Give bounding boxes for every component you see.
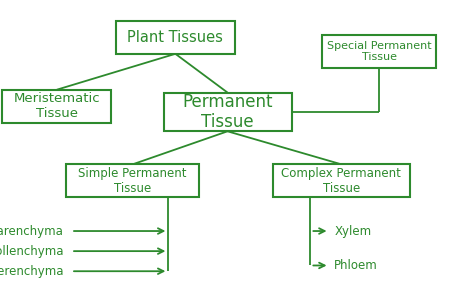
Text: Phloem: Phloem (334, 259, 378, 272)
FancyBboxPatch shape (273, 164, 410, 197)
FancyBboxPatch shape (116, 21, 235, 54)
Text: Collenchyma: Collenchyma (0, 245, 64, 258)
Text: Sclerenchyma: Sclerenchyma (0, 265, 64, 278)
Text: Plant Tissues: Plant Tissues (128, 30, 223, 45)
FancyBboxPatch shape (2, 90, 111, 123)
Text: Meristematic
Tissue: Meristematic Tissue (14, 92, 100, 120)
Text: Complex Permanent
Tissue: Complex Permanent Tissue (282, 167, 401, 195)
Text: Simple Permanent
Tissue: Simple Permanent Tissue (79, 167, 187, 195)
Text: Permanent
Tissue: Permanent Tissue (182, 92, 273, 131)
Text: Xylem: Xylem (334, 224, 371, 238)
Text: Parenchyma: Parenchyma (0, 224, 64, 238)
Text: Special Permanent
Tissue: Special Permanent Tissue (327, 41, 431, 63)
FancyBboxPatch shape (322, 35, 436, 68)
FancyBboxPatch shape (164, 92, 292, 131)
FancyBboxPatch shape (66, 164, 199, 197)
